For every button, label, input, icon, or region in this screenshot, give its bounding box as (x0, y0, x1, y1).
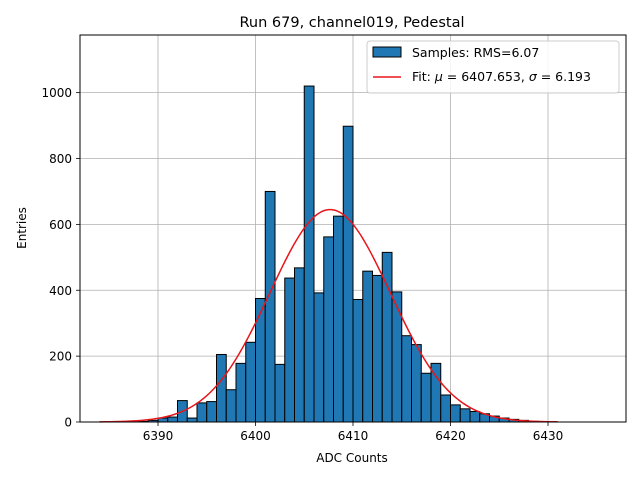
y-tick-label: 0 (64, 416, 72, 430)
x-axis-label: ADC Counts (316, 451, 388, 465)
histogram-bar (323, 236, 334, 423)
histogram-bar (440, 394, 451, 423)
legend-box (366, 40, 620, 94)
y-axis-label: Entries (15, 207, 29, 249)
histogram-bar (411, 344, 422, 423)
legend-swatch-samples (372, 46, 402, 58)
histogram-bar (352, 298, 364, 423)
legend-sigma-value: = 6.193 (537, 69, 591, 84)
y-axis-ticks: 0 200 400 600 800 1000 (41, 86, 80, 430)
histogram-bar (196, 402, 208, 423)
legend-samples-value: 6.07 (511, 45, 539, 60)
histogram-bar (313, 292, 325, 423)
histogram-bar (420, 372, 432, 423)
histogram-bar (255, 297, 266, 423)
histogram-bar (235, 362, 247, 423)
histogram-bar (206, 401, 217, 423)
histogram-bar (450, 404, 461, 423)
histogram-bar (333, 215, 344, 423)
histogram-bar (372, 274, 383, 423)
histogram-bar (216, 353, 227, 423)
histogram-bar (303, 85, 315, 423)
histogram-bar (264, 190, 276, 423)
x-tick-label: 6430 (533, 429, 564, 443)
legend: Samples: RMS=6.07 Fit: μ = 6407.653, σ =… (366, 40, 620, 94)
gaussian-fit-curve (99, 208, 558, 423)
histogram-bar (225, 389, 237, 423)
legend-fit-prefix: Fit: (412, 69, 435, 84)
histogram-bar (362, 270, 373, 423)
histogram-bar (186, 417, 198, 423)
x-tick-label: 6420 (435, 429, 466, 443)
y-tick-label: 800 (49, 152, 72, 166)
histogram-bar (469, 410, 481, 423)
legend-sigma-symbol: σ (529, 69, 538, 84)
chart-title: Run 679, channel019, Pedestal (239, 15, 464, 31)
legend-label-fit: Fit: μ = 6407.653, σ = 6.193 (412, 69, 591, 84)
histogram-bar (274, 363, 286, 423)
y-tick-label: 600 (49, 218, 72, 232)
histogram-bar (391, 291, 403, 423)
x-tick-label: 6390 (143, 429, 174, 443)
x-tick-label: 6410 (338, 429, 369, 443)
y-tick-label: 200 (49, 350, 72, 364)
histogram-bar (294, 267, 305, 423)
y-tick-label: 400 (49, 284, 72, 298)
histogram-bar (167, 416, 178, 423)
y-tick-label: 1000 (41, 86, 72, 100)
legend-mu-symbol: μ (434, 69, 443, 84)
histogram-bar (459, 408, 471, 423)
x-tick-label: 6400 (240, 429, 271, 443)
legend-samples-prefix: Samples: RMS= (412, 45, 511, 60)
x-axis-ticks: 6390 6400 6410 6420 6430 (143, 422, 564, 443)
histogram-bar (284, 277, 295, 423)
legend-label-samples: Samples: RMS=6.07 (412, 45, 539, 60)
histogram-bar (342, 125, 354, 423)
histogram-bar (401, 335, 412, 423)
legend-mu-value: = 6407.653, (443, 69, 529, 84)
histogram-bars (138, 85, 549, 423)
histogram-bar (245, 341, 256, 423)
